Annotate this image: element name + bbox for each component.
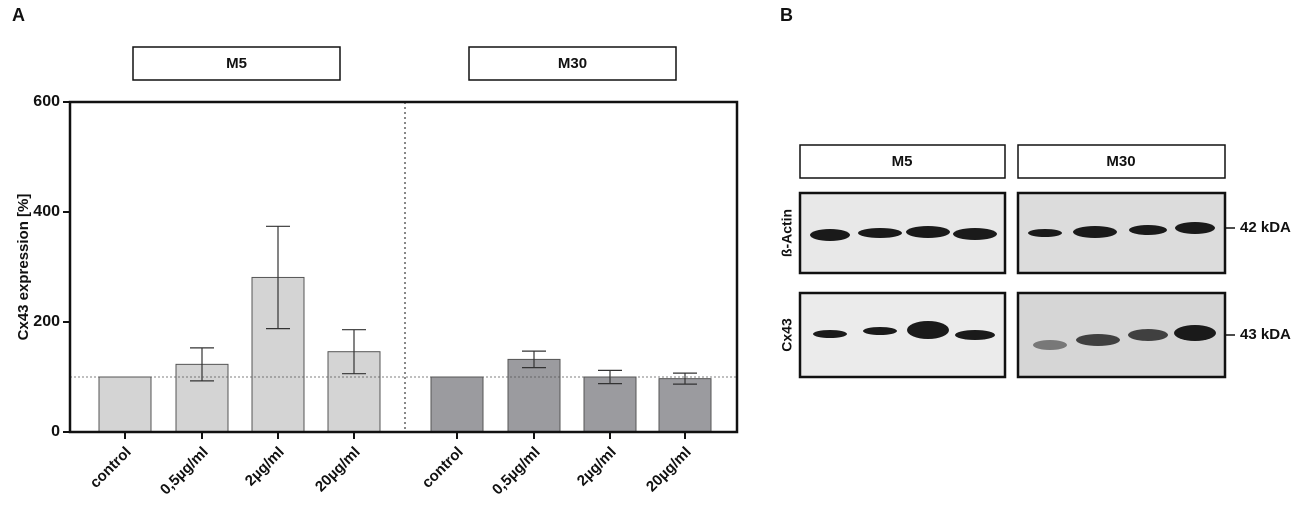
y-tick-label: 0 (51, 423, 60, 440)
bar (98, 376, 152, 433)
group-box (799, 144, 1006, 179)
group-box (1017, 144, 1226, 179)
error-bar (673, 372, 697, 385)
x-tick-label: control (87, 444, 135, 492)
group-box (132, 46, 341, 81)
bar (507, 358, 561, 433)
group-box (468, 46, 677, 81)
x-tick-label: control (419, 444, 467, 492)
x-tick-label: 20µg/ml (312, 444, 364, 496)
group-label: M30 (558, 55, 587, 72)
y-axis-label: Cx43 expression [%] (15, 194, 32, 341)
size-label: 42 kDA (1240, 219, 1291, 236)
y-tick-label: 400 (33, 203, 60, 220)
bar (583, 376, 637, 433)
y-tick-label: 600 (33, 93, 60, 110)
bar (658, 378, 712, 433)
error-bar (522, 350, 546, 369)
x-tick-label: 2µg/ml (574, 444, 620, 490)
bar (430, 376, 484, 433)
group-label: M30 (1106, 153, 1135, 170)
y-tick-label: 200 (33, 313, 60, 330)
x-tick-label: 20µg/ml (643, 444, 695, 496)
plot-frame (68, 100, 739, 434)
bands (810, 222, 1216, 350)
size-label: 43 kDA (1240, 326, 1291, 343)
group-label: M5 (892, 153, 913, 170)
blot-panel: M5 M30 ß-Actin Cx43 42 kDA 43 kDA (779, 144, 1291, 379)
error-bar (342, 329, 366, 375)
x-tick-label: 2µg/ml (242, 444, 288, 490)
group-label: M5 (226, 55, 247, 72)
x-tick-label: 0,5µg/ml (157, 444, 212, 499)
panel-label: B (780, 5, 793, 25)
x-tick-label: 0,5µg/ml (489, 444, 544, 499)
row-label: ß-Actin (779, 209, 795, 257)
row-label: Cx43 (779, 318, 795, 352)
error-bar (266, 225, 290, 330)
panel-label: A (12, 5, 25, 25)
error-bar (190, 347, 214, 382)
